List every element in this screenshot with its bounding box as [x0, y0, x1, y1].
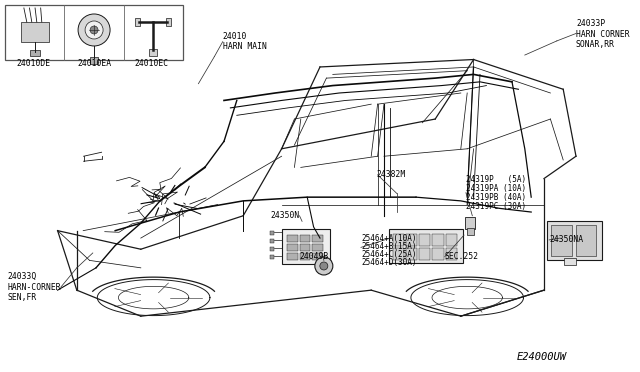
Text: 25464+A(10A): 25464+A(10A) [361, 234, 417, 243]
Bar [20, 22, 49, 42]
Bar [406, 248, 417, 260]
Text: 24033Q
HARN-CORNER
SEN,FR: 24033Q HARN-CORNER SEN,FR [8, 272, 61, 302]
Text: 24350NA: 24350NA [549, 235, 583, 244]
Text: 24350N: 24350N [270, 211, 300, 220]
Circle shape [320, 262, 328, 270]
Bar [30, 50, 40, 56]
Bar [270, 247, 274, 251]
Bar [312, 244, 323, 251]
Bar [270, 239, 274, 243]
Bar [136, 18, 140, 26]
Bar [270, 231, 274, 235]
Text: SEC.252: SEC.252 [445, 252, 479, 261]
Bar [287, 253, 298, 260]
Text: 24319PB (40A): 24319PB (40A) [466, 193, 526, 202]
Bar [287, 235, 298, 242]
Text: 24010EA: 24010EA [77, 59, 112, 68]
Bar [270, 255, 274, 259]
Bar [406, 234, 417, 246]
Text: 24033P
HARN CORNER
SONAR,RR: 24033P HARN CORNER SONAR,RR [576, 19, 630, 49]
Bar [90, 57, 98, 64]
Text: 24319PC (30A): 24319PC (30A) [466, 202, 526, 211]
Bar [287, 244, 298, 251]
Bar [300, 244, 310, 251]
Bar [433, 248, 444, 260]
Bar [282, 229, 330, 264]
Text: 24049B: 24049B [300, 252, 329, 261]
Bar [5, 5, 183, 60]
Text: 24010
HARN MAIN: 24010 HARN MAIN [223, 32, 267, 51]
Bar [551, 225, 572, 256]
Bar [465, 217, 476, 230]
Bar [445, 234, 457, 246]
Bar [312, 235, 323, 242]
Bar [547, 221, 602, 260]
Circle shape [78, 14, 110, 46]
Bar [467, 228, 474, 235]
Bar [300, 235, 310, 242]
Bar [564, 259, 575, 265]
Bar [393, 248, 404, 260]
Bar [300, 253, 310, 260]
Text: 24382M: 24382M [376, 170, 406, 179]
Text: 25464+C(25A): 25464+C(25A) [361, 250, 417, 259]
Circle shape [315, 257, 333, 275]
Bar [149, 49, 157, 56]
Text: 24010EC: 24010EC [134, 59, 169, 68]
Circle shape [85, 21, 103, 39]
Text: 24319P   (5A): 24319P (5A) [466, 175, 526, 184]
Bar [433, 234, 444, 246]
Text: 24319PA (10A): 24319PA (10A) [466, 184, 526, 193]
Text: 24010DE: 24010DE [16, 59, 51, 68]
Text: 25464+D(30A): 25464+D(30A) [361, 258, 417, 267]
Bar [393, 234, 404, 246]
Bar [389, 229, 463, 263]
Bar [312, 253, 323, 260]
Text: 25464+B(15A): 25464+B(15A) [361, 242, 417, 251]
Bar [445, 248, 457, 260]
Bar [419, 248, 431, 260]
Circle shape [90, 26, 98, 34]
Bar [419, 234, 431, 246]
Bar [166, 18, 172, 26]
Text: E24000UW: E24000UW [517, 352, 567, 362]
Bar [577, 225, 596, 256]
